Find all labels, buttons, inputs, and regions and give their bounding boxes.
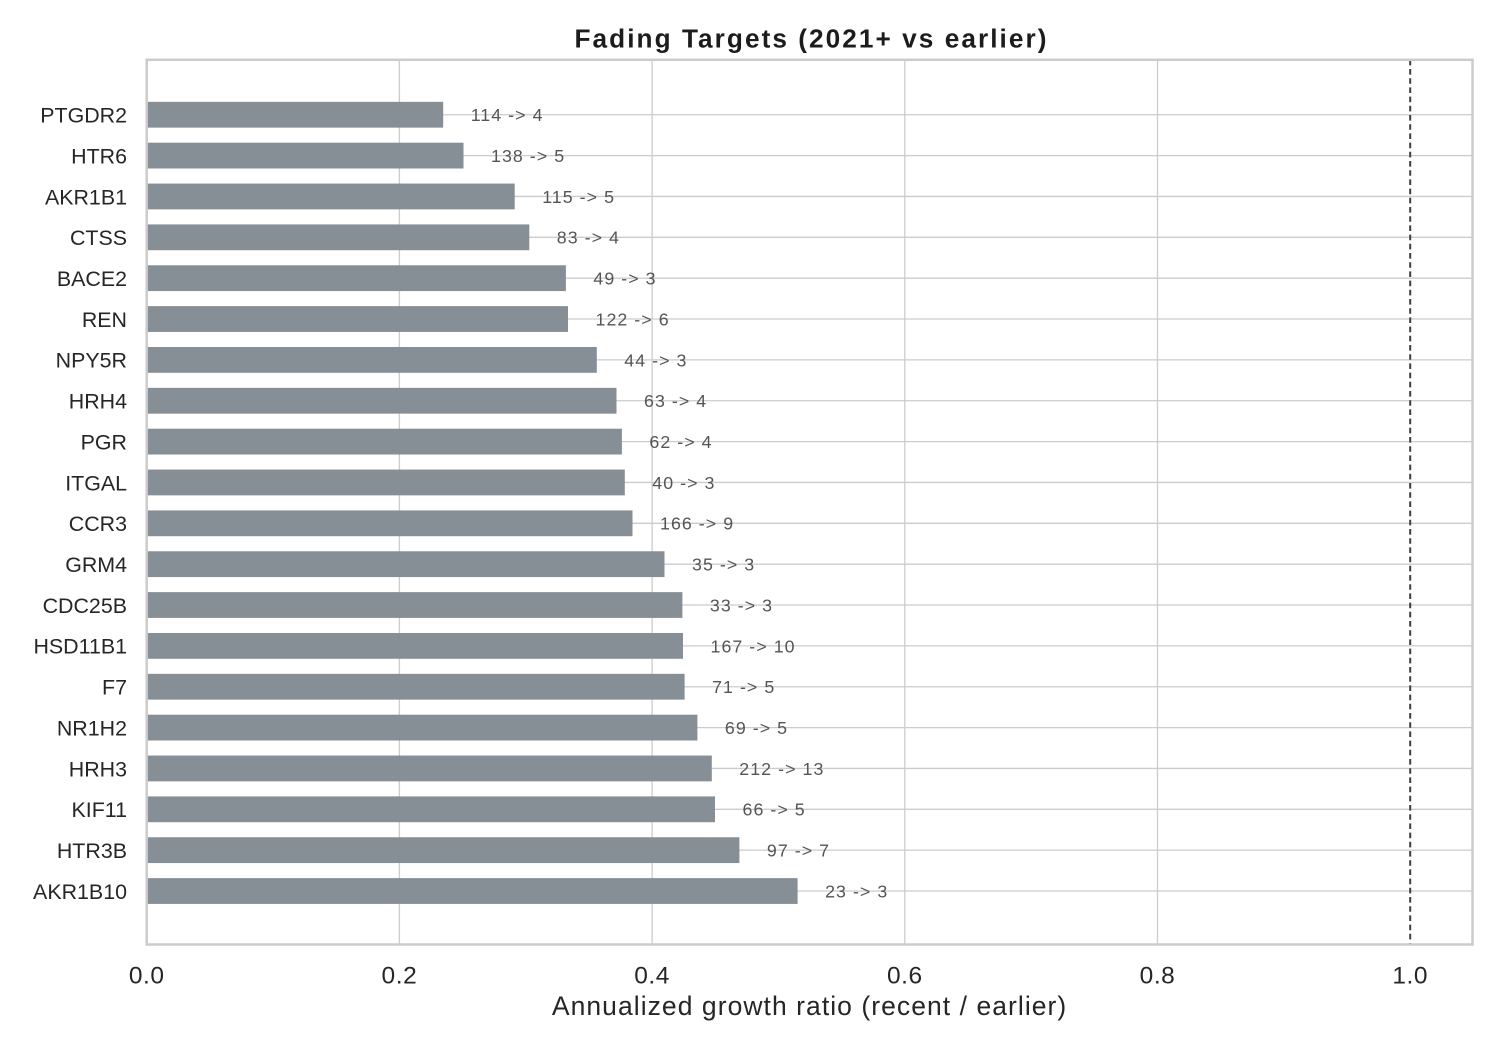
svg-text:HTR6: HTR6 bbox=[71, 144, 127, 168]
svg-text:35 -> 3: 35 -> 3 bbox=[692, 555, 755, 575]
svg-text:REN: REN bbox=[82, 308, 127, 332]
svg-text:Annualized growth ratio (recen: Annualized growth ratio (recent / earlie… bbox=[552, 991, 1067, 1021]
svg-text:1.0: 1.0 bbox=[1392, 962, 1428, 989]
svg-text:62 -> 4: 62 -> 4 bbox=[649, 432, 712, 452]
svg-text:114 -> 4: 114 -> 4 bbox=[471, 105, 544, 125]
svg-text:0.6: 0.6 bbox=[887, 962, 923, 989]
svg-text:83 -> 4: 83 -> 4 bbox=[557, 228, 620, 248]
svg-text:Fading Targets (2021+ vs earli: Fading Targets (2021+ vs earlier) bbox=[575, 23, 1049, 53]
svg-text:122 -> 6: 122 -> 6 bbox=[596, 309, 670, 329]
svg-text:NPY5R: NPY5R bbox=[56, 349, 127, 373]
svg-text:CCR3: CCR3 bbox=[69, 512, 127, 536]
svg-text:ITGAL: ITGAL bbox=[65, 471, 127, 495]
svg-text:166 -> 9: 166 -> 9 bbox=[660, 514, 734, 534]
svg-text:CTSS: CTSS bbox=[70, 226, 127, 250]
svg-text:212 -> 13: 212 -> 13 bbox=[739, 759, 824, 779]
svg-text:F7: F7 bbox=[102, 676, 127, 700]
svg-text:97 -> 7: 97 -> 7 bbox=[767, 841, 830, 861]
svg-text:49 -> 3: 49 -> 3 bbox=[593, 269, 656, 289]
svg-text:HRH3: HRH3 bbox=[69, 757, 127, 781]
svg-text:167 -> 10: 167 -> 10 bbox=[711, 636, 796, 656]
svg-text:HTR3B: HTR3B bbox=[57, 839, 127, 863]
svg-text:HRH4: HRH4 bbox=[69, 390, 127, 414]
svg-text:66 -> 5: 66 -> 5 bbox=[743, 800, 806, 820]
svg-text:0.0: 0.0 bbox=[129, 962, 165, 989]
svg-text:AKR1B10: AKR1B10 bbox=[33, 880, 127, 904]
svg-text:PTGDR2: PTGDR2 bbox=[40, 104, 127, 128]
svg-text:HSD11B1: HSD11B1 bbox=[33, 635, 127, 659]
svg-text:0.8: 0.8 bbox=[1140, 962, 1176, 989]
svg-text:23 -> 3: 23 -> 3 bbox=[825, 881, 888, 901]
svg-text:BACE2: BACE2 bbox=[57, 267, 127, 291]
svg-text:NR1H2: NR1H2 bbox=[57, 716, 127, 740]
svg-text:GRM4: GRM4 bbox=[65, 553, 127, 577]
svg-text:CDC25B: CDC25B bbox=[43, 594, 127, 618]
svg-text:115 -> 5: 115 -> 5 bbox=[542, 187, 615, 207]
svg-text:44 -> 3: 44 -> 3 bbox=[624, 350, 687, 370]
svg-text:40 -> 3: 40 -> 3 bbox=[652, 473, 715, 493]
svg-text:71 -> 5: 71 -> 5 bbox=[712, 677, 775, 697]
svg-text:138 -> 5: 138 -> 5 bbox=[491, 146, 565, 166]
svg-text:33 -> 3: 33 -> 3 bbox=[710, 595, 773, 615]
svg-text:AKR1B1: AKR1B1 bbox=[45, 185, 127, 209]
svg-text:0.2: 0.2 bbox=[382, 962, 418, 989]
svg-text:63 -> 4: 63 -> 4 bbox=[644, 391, 707, 411]
svg-text:69 -> 5: 69 -> 5 bbox=[725, 718, 788, 738]
svg-text:0.4: 0.4 bbox=[634, 962, 670, 989]
svg-text:KIF11: KIF11 bbox=[72, 798, 127, 822]
svg-text:PGR: PGR bbox=[81, 430, 127, 454]
